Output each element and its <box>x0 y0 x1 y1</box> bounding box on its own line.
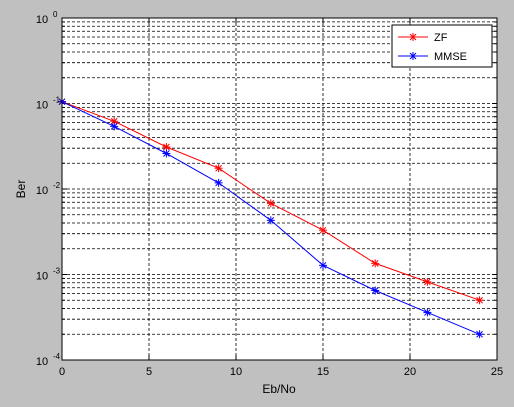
marker-stroke <box>409 33 417 41</box>
y-tick-exponent: -4 <box>53 352 61 361</box>
data-point <box>110 122 119 131</box>
data-point <box>319 226 327 235</box>
y-tick-base: 10 <box>36 356 48 368</box>
legend-entry: ZF <box>398 32 448 44</box>
y-tick-base: 10 <box>36 271 48 283</box>
marker-stroke <box>267 199 275 207</box>
data-point <box>475 330 484 339</box>
data-point <box>214 164 223 173</box>
y-tick-base: 10 <box>36 14 48 26</box>
x-axis-label: Eb/No <box>262 382 296 396</box>
series-zf <box>58 97 484 305</box>
data-point <box>475 296 484 305</box>
marker-stroke <box>163 150 170 157</box>
marker-stroke <box>409 52 417 60</box>
legend: ZF MMSE <box>391 24 493 68</box>
axis-ticks <box>61 18 498 361</box>
data-point <box>319 261 327 270</box>
y-axis-label: Ber <box>14 180 28 199</box>
series-mmse <box>58 97 484 339</box>
x-tick-label: 15 <box>317 366 329 378</box>
y-tick-exponent: -3 <box>53 267 61 276</box>
marker-stroke <box>110 123 118 130</box>
data-point <box>423 308 432 317</box>
marker-stroke <box>476 296 483 304</box>
x-tick-label: 20 <box>404 366 416 378</box>
y-tick-label: 10 -2 <box>36 181 61 197</box>
marker-stroke <box>215 179 222 187</box>
legend-label: ZF <box>434 32 448 44</box>
marker-stroke <box>267 216 275 224</box>
y-tick-base: 10 <box>36 100 48 112</box>
y-tick-label: 10 -4 <box>36 352 61 368</box>
x-tick-labels: 0 5 10 15 20 25 <box>59 366 503 378</box>
marker-stroke <box>424 309 431 316</box>
legend-box <box>391 24 493 68</box>
grid-lines <box>62 18 497 360</box>
marker-stroke <box>215 164 222 172</box>
y-tick-labels: 10 -4 10 -3 10 -2 10 -1 10 0 <box>36 10 61 368</box>
legend-marker <box>409 52 417 60</box>
data-point <box>266 216 275 225</box>
data-point <box>162 149 171 158</box>
y-tick-exponent: -1 <box>53 96 61 105</box>
series-layer <box>58 97 484 339</box>
data-point <box>214 178 223 187</box>
x-tick-label: 10 <box>230 366 242 378</box>
y-tick-base: 10 <box>36 185 48 197</box>
legend-entry: MMSE <box>398 51 467 63</box>
data-point <box>371 259 380 268</box>
x-tick-label: 25 <box>491 366 503 378</box>
marker-stroke <box>319 226 327 234</box>
y-tick-exponent: -2 <box>53 181 61 190</box>
x-tick-label: 0 <box>59 366 65 378</box>
marker-stroke <box>110 117 118 125</box>
legend-marker <box>409 33 417 41</box>
marker-stroke <box>371 260 379 267</box>
legend-label: MMSE <box>434 51 467 63</box>
y-tick-label: 10 -1 <box>36 96 61 112</box>
marker-stroke <box>319 261 327 269</box>
data-point <box>266 199 275 208</box>
marker-stroke <box>476 330 483 338</box>
data-point <box>371 286 380 295</box>
y-tick-exponent: 0 <box>53 10 58 19</box>
data-point <box>423 277 432 286</box>
plot-frame <box>61 17 498 361</box>
marker-stroke <box>424 278 431 286</box>
x-tick-label: 5 <box>146 366 152 378</box>
y-tick-label: 10 0 <box>36 10 58 26</box>
marker-stroke <box>371 287 379 294</box>
y-tick-label: 10 -3 <box>36 267 61 283</box>
marker-stroke <box>163 143 170 151</box>
